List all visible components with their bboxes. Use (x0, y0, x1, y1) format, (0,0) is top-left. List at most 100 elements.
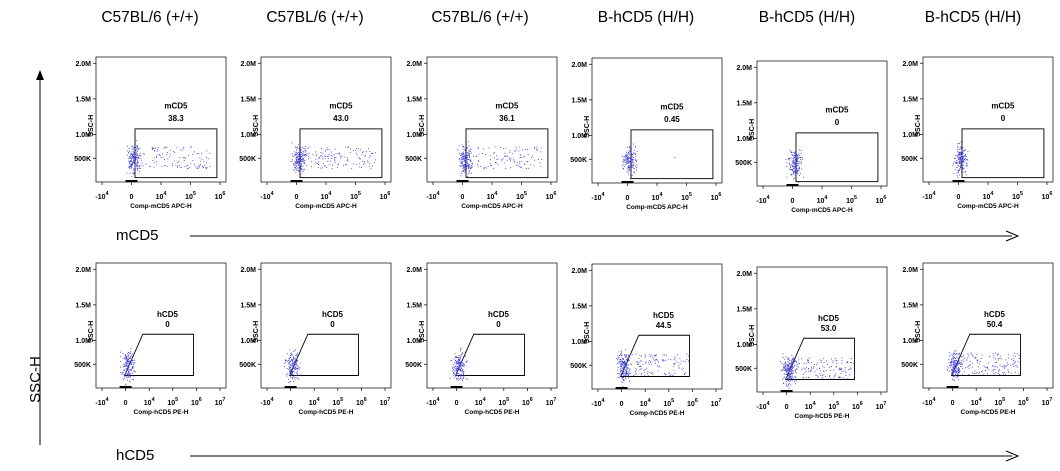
data-point (135, 157, 137, 159)
data-point (785, 364, 787, 365)
data-point (663, 372, 665, 374)
data-point (624, 363, 626, 365)
data-point (791, 174, 793, 175)
data-point (456, 377, 458, 379)
data-point (297, 360, 299, 361)
data-point (199, 157, 201, 159)
data-point (970, 352, 972, 354)
data-point (457, 367, 458, 369)
data-point (457, 364, 459, 366)
data-point (795, 361, 797, 362)
data-point (130, 167, 132, 169)
data-point (955, 362, 957, 364)
data-point (364, 156, 366, 157)
data-point (644, 369, 646, 370)
data-point (452, 370, 454, 372)
data-point (475, 156, 477, 157)
data-point (128, 367, 130, 369)
data-point (325, 149, 327, 151)
data-point (123, 374, 125, 376)
data-point (791, 169, 793, 171)
y-tick-label: 1.5M (75, 96, 91, 103)
data-point (792, 152, 794, 154)
data-point (780, 361, 781, 362)
data-point (297, 161, 298, 163)
data-point (302, 157, 303, 159)
data-point (632, 165, 634, 167)
data-point (162, 156, 164, 158)
data-point (960, 366, 961, 367)
data-point (451, 359, 453, 361)
data-point (977, 362, 978, 364)
data-point (957, 367, 959, 369)
data-point (460, 175, 462, 177)
data-point (125, 368, 127, 370)
data-point (345, 146, 346, 148)
gate-value: 53.0 (821, 324, 837, 333)
data-point (126, 363, 128, 365)
data-point (126, 373, 128, 375)
data-point (374, 159, 376, 161)
data-point (631, 166, 633, 168)
data-point (781, 379, 783, 380)
data-point (803, 367, 805, 369)
data-point (952, 354, 954, 356)
x-tick-label: 106 (356, 397, 367, 407)
data-point (315, 151, 316, 153)
data-point (295, 355, 297, 356)
data-point (453, 370, 455, 371)
data-point (953, 364, 954, 366)
gate-polygon (784, 337, 855, 380)
data-point (292, 378, 293, 380)
data-point (334, 148, 336, 150)
data-point (634, 158, 636, 160)
data-point (795, 372, 797, 374)
x-tick-label: 106 (215, 191, 226, 201)
data-point (466, 360, 468, 362)
data-point (792, 367, 794, 369)
scatter-points (290, 142, 376, 178)
data-point (347, 160, 349, 162)
data-point (626, 359, 628, 361)
data-point (954, 169, 956, 170)
data-point (167, 152, 168, 153)
data-point (795, 162, 796, 163)
data-point (463, 373, 465, 374)
data-point (630, 168, 632, 170)
data-point (127, 359, 129, 361)
data-point (961, 155, 963, 157)
data-point (289, 361, 291, 362)
data-point (299, 170, 301, 171)
x-tick-label: 105 (332, 397, 343, 407)
data-point (622, 378, 624, 380)
data-point (131, 360, 133, 362)
data-point (462, 364, 464, 366)
data-point (362, 152, 363, 153)
x-tick-label: -104 (922, 191, 936, 201)
data-point (811, 367, 812, 369)
data-point (960, 156, 962, 158)
data-point (954, 370, 956, 372)
data-point (462, 370, 464, 371)
data-point (982, 370, 984, 372)
data-point (959, 149, 960, 150)
data-point (630, 145, 632, 146)
data-point (295, 154, 297, 155)
data-point (133, 370, 135, 372)
data-point (299, 153, 300, 155)
data-point (623, 366, 625, 368)
data-point (136, 157, 138, 158)
data-point (465, 153, 466, 154)
data-point (290, 354, 292, 356)
data-point (797, 158, 798, 160)
data-point (801, 368, 803, 370)
data-point (458, 359, 460, 360)
data-point (125, 356, 127, 358)
data-point (166, 147, 168, 148)
data-point (671, 373, 673, 375)
data-point (329, 163, 331, 165)
data-point (995, 371, 997, 373)
data-point (289, 371, 291, 373)
data-point (796, 369, 798, 370)
data-point (959, 161, 961, 163)
